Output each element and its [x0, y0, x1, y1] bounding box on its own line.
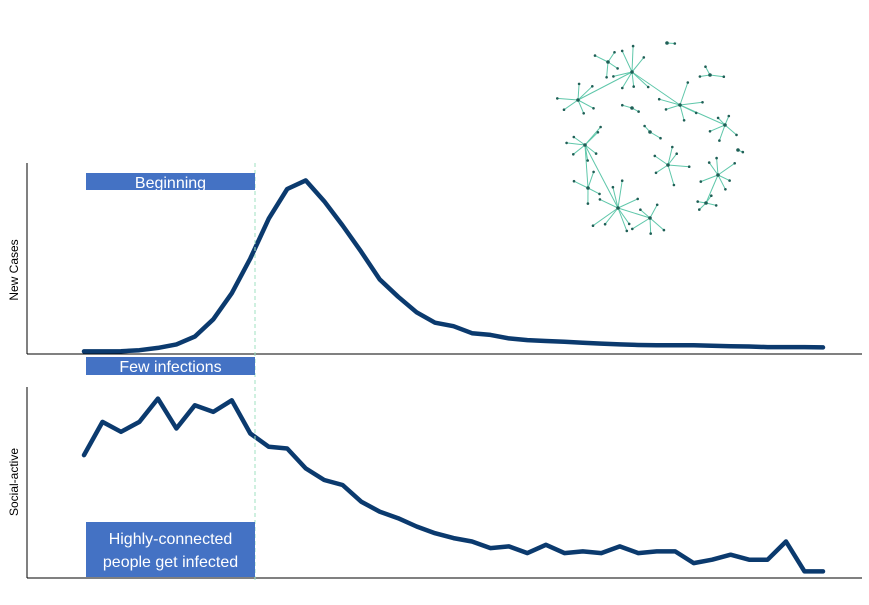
beginning-box: Beginning — [86, 173, 255, 192]
new-cases-panel: New Cases — [7, 163, 862, 355]
new-cases-series-line — [81, 178, 826, 354]
few-infections-label: Few infections — [119, 359, 221, 376]
highly-connected-label-line1: Highly-connected — [109, 531, 233, 548]
social-active-series-line — [81, 396, 826, 574]
social-active-y-axis-label: Social-active — [7, 448, 21, 516]
beginning-label: Beginning — [135, 175, 206, 192]
highly-connected-box: Highly-connected people get infected — [86, 522, 255, 577]
few-infections-box: Few infections — [86, 357, 255, 376]
new-cases-y-axis-label: New Cases — [7, 239, 21, 300]
network-graph-illustration — [556, 41, 745, 235]
social-active-panel: Social-active — [7, 387, 862, 579]
highly-connected-label-line2: people get infected — [103, 554, 238, 571]
